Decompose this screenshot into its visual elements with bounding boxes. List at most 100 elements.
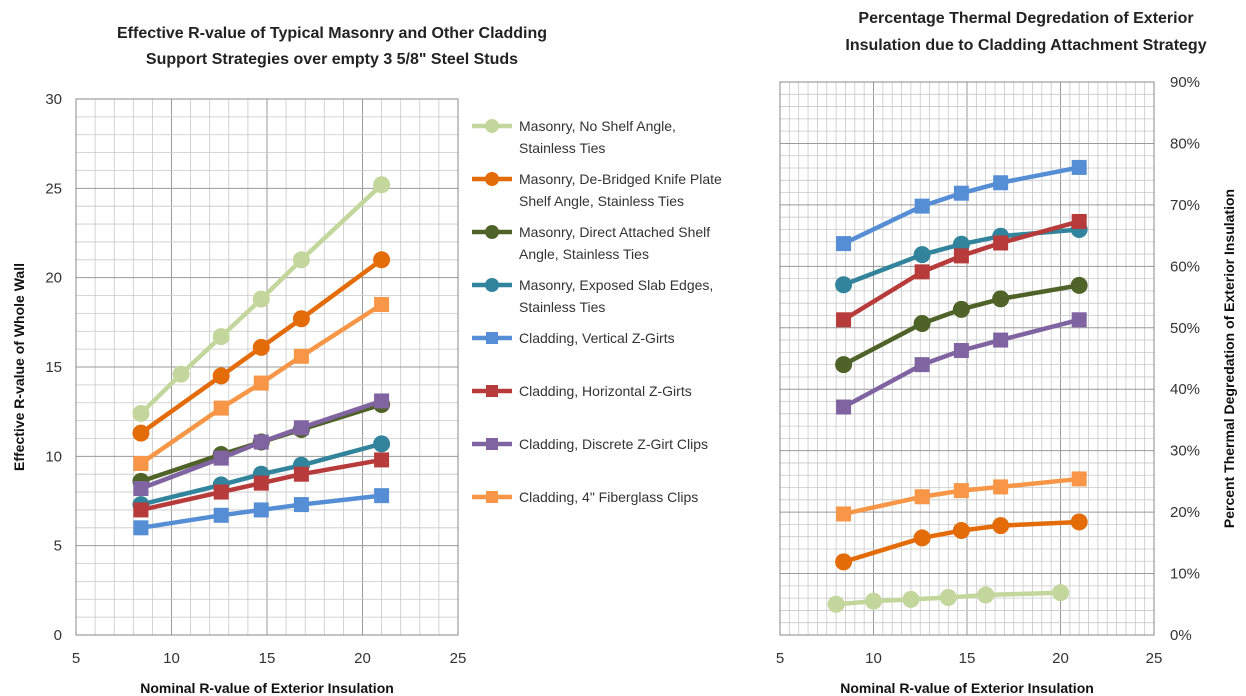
plot-area-border [779,81,1155,636]
x-tick-label: 20 [1052,650,1069,667]
series-5 [836,159,1087,252]
data-point [133,480,149,496]
x-tick-label: 25 [1146,650,1163,667]
legend-label: Masonry, Exposed Slab Edges, [519,277,713,293]
legend-label: Cladding, Vertical Z-Girts [519,330,675,346]
legend-item: Masonry, De-Bridged Knife Plate Shelf Ang… [472,171,722,209]
data-point [252,338,270,356]
y-tick-label: 70% [1170,197,1200,214]
legend-item: Cladding, 4" Fiberglass Clips [472,489,698,505]
legend-label: Masonry, No Shelf Angle, [519,118,676,134]
y-tick-label: 15 [45,359,62,376]
legend-swatch-marker [486,332,498,344]
data-point [1071,213,1087,229]
series-7 [133,393,390,496]
legend-item: Masonry, No Shelf Angle, Stainless Ties [472,118,676,156]
legend-label: Masonry, Direct Attached Shelf [519,224,710,240]
series-6 [836,213,1087,328]
data-point [374,296,390,312]
data-point [373,435,391,453]
data-point [993,332,1009,348]
chart-title-line: Support Strategies over empty 3 5/8" Ste… [146,51,518,68]
x-tick-label: 10 [163,650,180,667]
data-point [836,506,852,522]
data-point [1052,584,1069,602]
data-point [293,420,309,436]
legend-label: Cladding, Horizontal Z-Girts [519,383,692,399]
chart-title-line: Insulation due to Cladding Attachment St… [845,37,1206,54]
legend-swatch-marker [485,172,499,186]
data-point [914,264,930,280]
data-point [993,479,1009,495]
y-tick-label: 40% [1170,381,1200,398]
legend-item: Cladding, Discrete Z-Girt Clips [472,436,708,452]
data-point [835,553,853,571]
data-point [133,502,149,518]
data-point [913,529,931,547]
legend: Masonry, No Shelf Angle,Stainless TiesMa… [472,118,722,505]
legend-label: Stainless Ties [519,140,605,156]
y-tick-label: 50% [1170,320,1200,337]
data-point [992,517,1010,535]
series-line [841,317,1082,410]
data-point [953,248,969,264]
data-point [952,300,970,318]
y-tick-label: 5 [54,538,62,555]
plot-area-border [75,98,459,636]
data-point [953,343,969,359]
legend-item: Masonry, Exposed Slab Edges, Stainless Ti… [472,277,713,315]
data-point [914,198,930,214]
legend-swatch-marker [486,491,498,503]
series-1 [132,176,391,422]
legend-item: Cladding, Vertical Z-Girts [472,330,675,346]
y-tick-label: 30% [1170,443,1200,460]
y-tick-label: 25 [45,180,62,197]
data-point [993,175,1009,191]
x-tick-label: 5 [72,650,80,667]
data-point [1070,513,1088,531]
data-point [253,434,269,450]
data-point [374,452,390,468]
y-tick-label: 30 [45,91,62,108]
series-2 [835,513,1088,571]
data-point [133,520,149,536]
data-point [132,424,150,442]
y-tick-label: 20 [45,270,62,287]
data-point [293,497,309,513]
data-point [213,507,229,523]
y-axis-title: Percent Thermal Degredation of Exterior … [1221,189,1237,528]
data-point [952,522,970,540]
data-point [902,590,920,608]
data-point [252,290,270,308]
data-point [939,589,957,607]
x-tick-label: 5 [776,650,784,667]
x-tick-label: 10 [865,650,882,667]
legend-swatch-marker [485,278,499,292]
gridlines [75,98,459,636]
legend-item: Masonry, Direct Attached Shelf Angle, Sta… [472,224,710,262]
series-1 [827,584,1069,613]
legend-label: Cladding, 4" Fiberglass Clips [519,489,698,505]
data-point [373,251,391,269]
y-tick-label: 20% [1170,504,1200,521]
series-8 [836,471,1087,522]
legend-label: Angle, Stainless Ties [519,246,649,262]
data-point [293,466,309,482]
data-point [213,484,229,500]
legend-item: Cladding, Horizontal Z-Girts [472,383,692,399]
legend-label: Stainless Ties [519,299,605,315]
series-2 [132,251,391,442]
x-axis-title: Nominal R-value of Exterior Insulation [840,680,1094,696]
data-point [953,185,969,201]
data-point [1071,159,1087,175]
data-point [993,235,1009,251]
data-point [374,393,390,409]
data-point [1070,276,1088,294]
data-point [213,450,229,466]
y-tick-label: 60% [1170,258,1200,275]
x-tick-label: 15 [259,650,276,667]
chart-title-line: Percentage Thermal Degredation of Exteri… [858,10,1193,27]
data-point [1071,312,1087,328]
